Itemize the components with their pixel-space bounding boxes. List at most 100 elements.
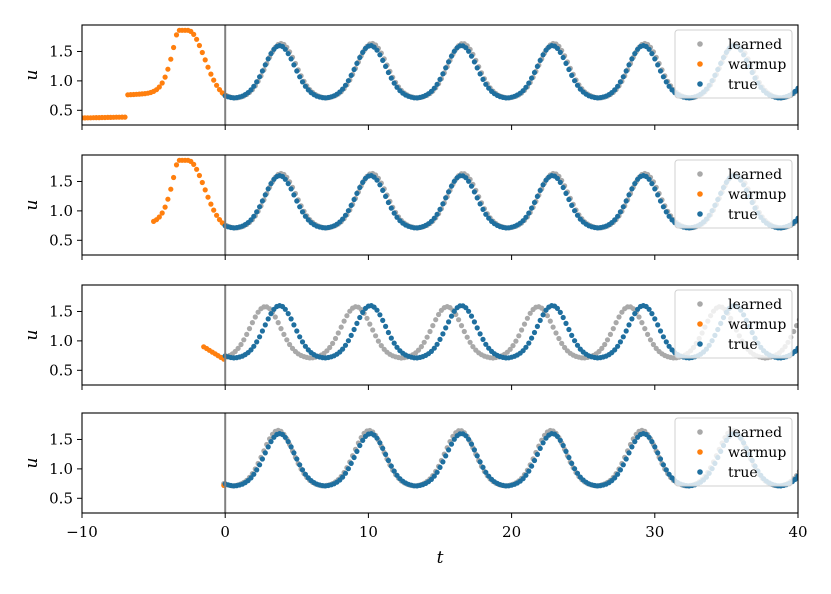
x-axis-label: t (437, 548, 444, 568)
true-point (380, 187, 386, 193)
true-point (377, 52, 383, 58)
legend-marker-warmup (697, 449, 703, 455)
true-point (626, 62, 632, 68)
true-point (302, 471, 308, 477)
learned-point (281, 331, 287, 337)
true-point (394, 84, 400, 90)
true-point (340, 474, 346, 480)
true-point (340, 346, 346, 352)
true-point (666, 343, 672, 349)
true-point (248, 217, 254, 223)
true-point (657, 456, 664, 462)
true-point (474, 453, 480, 459)
y-axis-label: u (22, 200, 42, 211)
true-point (257, 462, 263, 468)
learned-point (464, 334, 470, 340)
true-point (388, 463, 394, 469)
y-tick-label: 1.0 (49, 460, 73, 478)
warmup-point (205, 194, 211, 200)
warmup-point (191, 31, 197, 37)
true-point (451, 178, 457, 184)
true-point (566, 196, 572, 203)
true-point (463, 433, 469, 439)
true-point (357, 314, 363, 321)
true-point (265, 56, 271, 62)
learned-point (235, 345, 241, 351)
true-point (448, 313, 455, 319)
true-point (265, 316, 271, 322)
true-point (360, 49, 366, 56)
learned-point (630, 306, 636, 312)
legend-marker-true (697, 81, 703, 87)
legend-marker-learned (697, 429, 703, 435)
true-point (282, 176, 288, 182)
true-point (345, 78, 351, 84)
warmup-point (156, 84, 162, 90)
true-point (474, 325, 480, 331)
true-point (623, 198, 629, 204)
learned-point (613, 320, 619, 326)
y-tick-label: 1.5 (49, 172, 73, 190)
true-point (291, 450, 297, 456)
true-point (446, 189, 452, 195)
true-point (529, 335, 535, 341)
true-point (617, 467, 624, 473)
legend-label-warmup: warmup (728, 445, 786, 461)
true-point (297, 204, 303, 210)
true-point (299, 467, 306, 473)
warmup-point (205, 64, 211, 70)
learned-point (550, 324, 556, 330)
true-point (657, 68, 664, 74)
y-tick-label: 1.0 (49, 332, 73, 350)
learned-point (645, 331, 651, 337)
true-point (385, 69, 391, 76)
learned-point (327, 344, 333, 351)
true-point (537, 57, 543, 64)
true-point (468, 441, 475, 447)
true-point (660, 334, 667, 340)
true-point (666, 213, 672, 219)
true-point (342, 470, 349, 476)
true-point (663, 79, 669, 85)
warmup-point (156, 214, 162, 220)
true-point (259, 68, 265, 74)
true-point (572, 208, 578, 214)
x-tick-label: 0 (220, 523, 230, 541)
true-point (377, 312, 383, 318)
true-point (652, 316, 658, 322)
true-point (531, 457, 538, 464)
true-point (348, 332, 354, 338)
true-point (483, 81, 489, 87)
true-point (557, 309, 563, 315)
learned-point (650, 341, 657, 348)
true-point (259, 328, 265, 334)
true-point (463, 45, 469, 51)
panel-2: 0.5 1.0 1.5 u learned warmup true (22, 154, 799, 260)
learned-point (507, 346, 513, 352)
true-point (434, 211, 440, 217)
true-point (354, 190, 360, 196)
true-point (360, 179, 366, 185)
learned-point (238, 341, 244, 348)
legend-box (674, 289, 793, 359)
true-point (629, 186, 635, 192)
y-axis-label: u (22, 458, 42, 469)
true-point (380, 317, 386, 323)
true-point (443, 325, 449, 331)
true-point (294, 328, 300, 334)
warmup-point (196, 172, 202, 179)
true-point (288, 444, 294, 450)
true-point (663, 339, 669, 345)
true-point (354, 60, 360, 66)
true-point (574, 342, 581, 348)
legend-label-true: true (728, 465, 758, 481)
true-point (795, 85, 798, 91)
true-point (566, 454, 572, 461)
y-tick-label: 0.5 (49, 101, 73, 119)
true-point (383, 193, 389, 199)
learned-point (418, 344, 424, 350)
learned-point (267, 306, 273, 312)
y-tick-label: 0.5 (49, 489, 73, 507)
learned-point (516, 333, 522, 339)
